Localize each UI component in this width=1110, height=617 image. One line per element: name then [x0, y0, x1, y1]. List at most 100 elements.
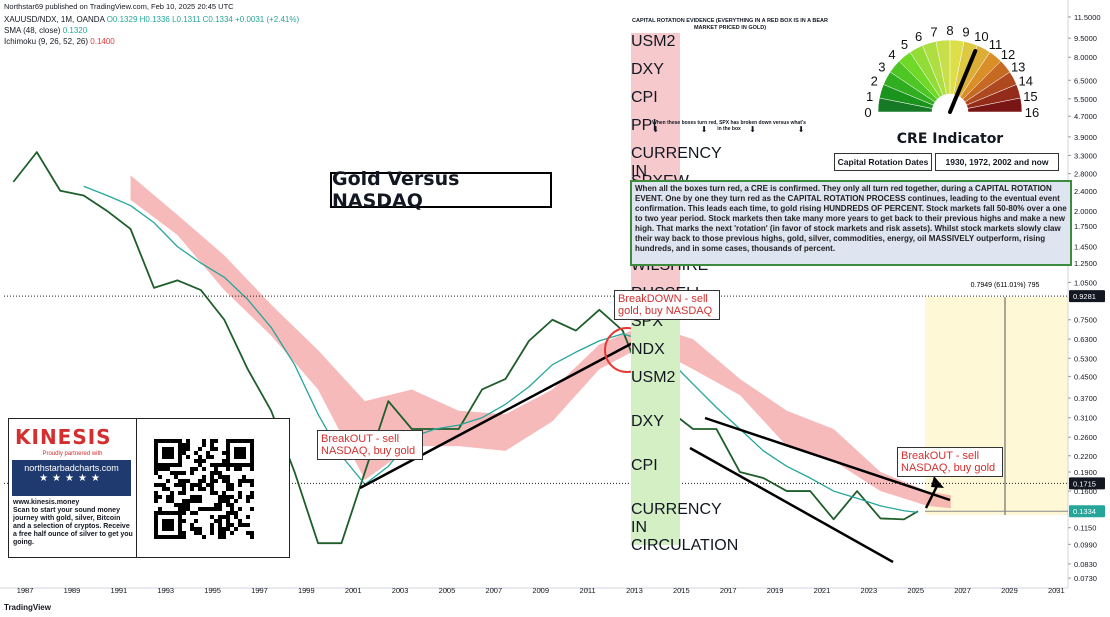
- qr-module: [226, 463, 230, 467]
- qr-module: [194, 467, 198, 471]
- qr-module: [230, 503, 234, 507]
- evidence-title: CAPITAL ROTATION EVIDENCE (EVERYTHING IN…: [632, 18, 828, 31]
- qr-module: [226, 455, 230, 459]
- x-tick-label: 1989: [64, 586, 81, 595]
- qr-module: [218, 471, 222, 475]
- qr-module: [210, 491, 214, 495]
- qr-module: [242, 523, 246, 527]
- y-tick-label: 3.9000: [1074, 133, 1097, 142]
- qr-module: [174, 439, 178, 443]
- evidence-cell: CPI: [631, 457, 680, 501]
- qr-module: [178, 531, 182, 535]
- y-tick-label: 5.5000: [1074, 95, 1097, 104]
- ad-banner: northstarbadcharts.com ★★★★★: [12, 460, 131, 496]
- ichimoku-value: 0.1400: [90, 37, 115, 46]
- qr-module: [210, 483, 214, 487]
- qr-module: [250, 467, 254, 471]
- qr-module: [166, 495, 170, 499]
- gauge-segment: [967, 97, 1023, 113]
- qr-module: [198, 527, 202, 531]
- qr-module: [178, 459, 182, 463]
- y-tick-label: 0.2600: [1074, 433, 1097, 442]
- qr-module: [154, 447, 158, 451]
- qr-module: [186, 443, 190, 447]
- evidence-cell: DXY: [631, 61, 680, 89]
- qr-module: [202, 459, 206, 463]
- y-tick-label: 0.1600: [1074, 487, 1097, 496]
- qr-module: [198, 499, 202, 503]
- qr-module: [182, 483, 186, 487]
- trend-line: [689, 446, 894, 564]
- qr-module: [190, 483, 194, 487]
- qr-module: [178, 523, 182, 527]
- qr-module: [154, 499, 158, 503]
- qr-module: [182, 479, 186, 483]
- x-tick-label: 2003: [392, 586, 409, 595]
- qr-module: [222, 535, 226, 539]
- gauge-tick-label: 13: [1011, 59, 1025, 74]
- qr-module: [250, 463, 254, 467]
- qr-module: [198, 507, 202, 511]
- x-tick-label: 2031: [1048, 586, 1065, 595]
- qr-module: [198, 487, 202, 491]
- qr-module: [154, 455, 158, 459]
- qr-module: [154, 451, 158, 455]
- qr-module: [178, 535, 182, 539]
- qr-module: [166, 523, 170, 527]
- qr-module: [154, 527, 158, 531]
- arrow-down: ⬇: [797, 125, 805, 134]
- qr-module: [210, 447, 214, 451]
- ichimoku-cloud: [130, 175, 951, 509]
- gauge-tick-label: 9: [962, 25, 969, 40]
- qr-module: [170, 451, 174, 455]
- annotation: BreakDOWN - sell gold, buy NASDAQ: [614, 290, 720, 320]
- qr-module: [234, 511, 238, 515]
- qr-module: [226, 447, 230, 451]
- x-tick-label: 2025: [907, 586, 924, 595]
- qr-module: [166, 519, 170, 523]
- qr-module: [234, 499, 238, 503]
- qr-module: [246, 439, 250, 443]
- qr-module: [198, 459, 202, 463]
- x-tick-label: 1993: [157, 586, 174, 595]
- qr-module: [162, 483, 166, 487]
- qr-module: [210, 439, 214, 443]
- qr-module: [186, 455, 190, 459]
- qr-module: [154, 483, 158, 487]
- qr-module: [174, 483, 178, 487]
- qr-module: [234, 455, 238, 459]
- evidence-cell: NDX: [631, 341, 680, 369]
- evidence-cell: USM2: [631, 33, 680, 61]
- qr-module: [154, 459, 158, 463]
- qr-module: [242, 463, 246, 467]
- y-tick-label: 8.0000: [1074, 53, 1097, 62]
- qr-module: [166, 499, 170, 503]
- qr-module: [154, 439, 158, 443]
- y-tick-label: 2.0000: [1074, 207, 1097, 216]
- qr-module: [158, 495, 162, 499]
- qr-module: [178, 455, 182, 459]
- qr-module: [162, 467, 166, 471]
- qr-module: [210, 475, 214, 479]
- qr-module: [198, 447, 202, 451]
- qr-module: [246, 495, 250, 499]
- qr-module: [246, 479, 250, 483]
- qr-module: [154, 511, 158, 515]
- x-tick-label: 1997: [251, 586, 268, 595]
- sma-legend: SMA (48, close) 0.1320: [4, 26, 87, 35]
- qr-module: [202, 475, 206, 479]
- ad-site: northstarbadcharts.com: [24, 463, 119, 473]
- qr-module: [226, 479, 230, 483]
- qr-module: [226, 499, 230, 503]
- x-tick-label: 2019: [767, 586, 784, 595]
- qr-module: [162, 439, 166, 443]
- arrow: [924, 483, 940, 509]
- trend-line: [704, 416, 951, 502]
- ad-text-block: www.kinesis.money Scan to start your sou…: [13, 499, 133, 547]
- gauge-tick-label: 1: [866, 89, 873, 104]
- arrow-head: [931, 476, 944, 488]
- series-layer: [12, 151, 919, 545]
- qr-module: [250, 439, 254, 443]
